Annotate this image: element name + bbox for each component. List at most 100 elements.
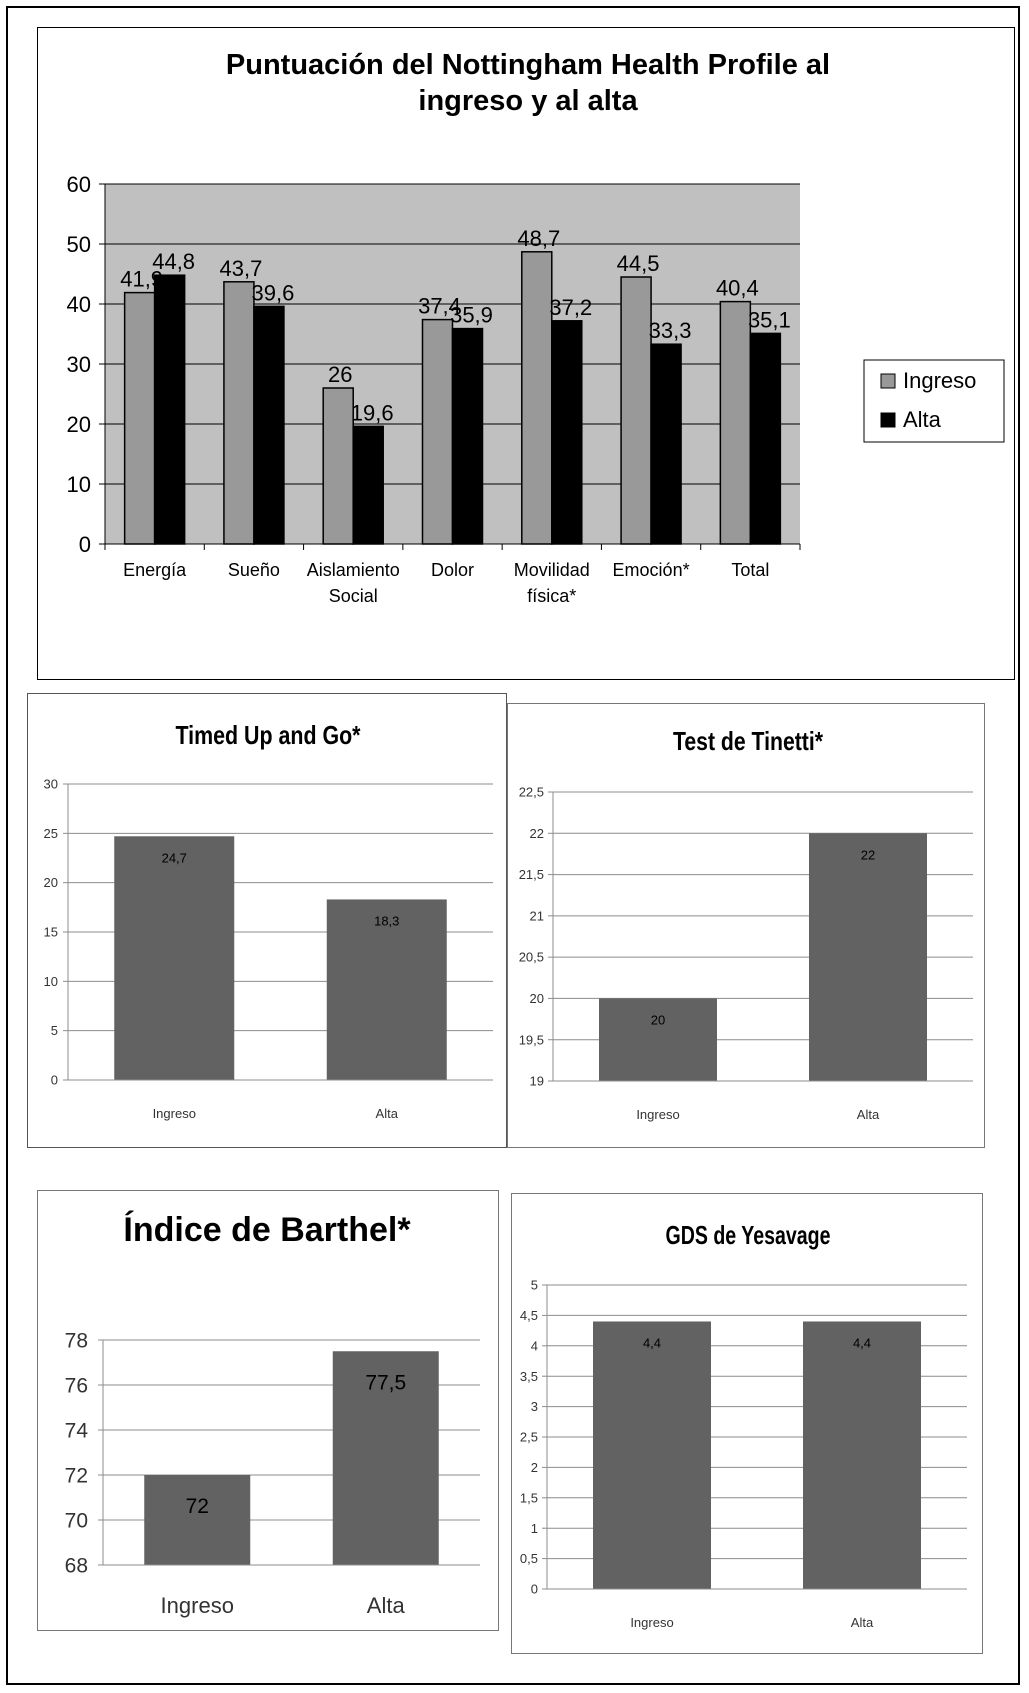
x-tick-label: Movilidad (514, 560, 590, 580)
data-label: 37,4 (418, 294, 461, 319)
bar-ingreso (421, 318, 454, 545)
nhp-chart: Puntuación del Nottingham Health Profile… (67, 49, 1005, 606)
y-tick-label: 5 (51, 1023, 58, 1038)
chart-title: Índice de Barthel* (123, 1211, 411, 1249)
figure-frame (6, 6, 1020, 1685)
bar (144, 1475, 251, 1565)
data-label: 4,4 (853, 1335, 871, 1350)
data-label: 35,1 (748, 307, 791, 332)
chart-title: Puntuación del Nottingham Health Profile… (226, 49, 830, 81)
bar-alta (451, 327, 484, 545)
x-tick-label: Alta (851, 1615, 874, 1630)
y-tick-label: 0 (79, 532, 91, 557)
y-tick-label: 19 (530, 1074, 544, 1089)
y-tick-label: 2 (531, 1460, 538, 1475)
data-label: 44,8 (152, 249, 195, 274)
bar (326, 899, 447, 1080)
chart-title: Timed Up and Go* (176, 720, 362, 750)
tinetti-chart: Test de Tinetti* 19 19,5 20 20,5 21 21,5 22 22,5… (519, 726, 973, 1122)
bar-alta (352, 425, 384, 545)
chart-title: GDS de Yesavage (666, 1220, 831, 1250)
y-tick-label: 78 (65, 1329, 88, 1352)
tug-chart: Timed Up and Go* 0 5 10 15 20 25 30 24,7 Ingreso 1… (44, 720, 493, 1121)
tinetti-chart-panel: Test de Tinetti* 19 19,5 20 20,5 21 21,5 22 22,5… (507, 703, 985, 1148)
data-label: 43,7 (220, 256, 263, 281)
x-tick-label: Ingreso (636, 1107, 679, 1122)
bar (593, 1321, 711, 1589)
barthel-chart-panel: Índice de Barthel* 68 70 72 74 76 78 72 Ingreso 7… (37, 1190, 499, 1631)
x-tick-label: Ingreso (153, 1106, 196, 1121)
x-tick-label: Social (329, 586, 378, 606)
nhp-chart-panel: Puntuación del Nottingham Health Profile… (37, 27, 1015, 680)
y-tick-label: 40 (67, 292, 91, 317)
gds-chart: GDS de Yesavage 0 0,5 1 1,5 2 2,5 3 3,5 4 4,5 5 4,4 I… (520, 1220, 967, 1630)
data-label: 4,4 (643, 1335, 661, 1350)
x-tick-label: Alta (376, 1106, 399, 1121)
y-tick-label: 15 (44, 925, 58, 940)
y-tick-label: 0 (531, 1582, 538, 1597)
x-tick-label: Aislamiento (307, 560, 400, 580)
bar-ingreso (521, 251, 553, 545)
tug-chart-panel: Timed Up and Go* 0 5 10 15 20 25 30 24,7 Ingreso 1… (27, 693, 507, 1148)
x-tick-label: física* (527, 586, 576, 606)
data-label: 72 (186, 1495, 209, 1518)
y-tick-label: 19,5 (519, 1032, 544, 1047)
y-tick-label: 3,5 (520, 1369, 538, 1384)
y-tick-label: 3 (531, 1399, 538, 1414)
data-label: 20 (651, 1012, 665, 1027)
y-tick-label: 2,5 (520, 1430, 538, 1445)
y-tick-label: 0,5 (520, 1551, 538, 1566)
legend-label: Alta (903, 407, 942, 432)
bar-ingreso (223, 281, 255, 545)
bar-alta (749, 332, 782, 545)
data-label: 40,4 (716, 276, 759, 301)
bar-alta (153, 274, 186, 545)
bar-alta (551, 320, 583, 545)
y-tick-label: 10 (44, 974, 58, 989)
legend-label: Ingreso (903, 368, 976, 393)
bar-ingreso (719, 300, 752, 545)
y-tick-label: 70 (65, 1509, 88, 1532)
x-tick-label: Ingreso (630, 1615, 673, 1630)
chart-title: ingreso y al alta (418, 85, 638, 117)
x-tick-label: Alta (857, 1107, 880, 1122)
data-label: 44,5 (617, 251, 660, 276)
bar (114, 836, 235, 1080)
data-label: 24,7 (162, 850, 187, 865)
y-tick-label: 10 (67, 472, 91, 497)
y-tick-label: 30 (44, 777, 58, 792)
y-tick-label: 1 (531, 1521, 538, 1536)
x-tick-label: Dolor (431, 560, 474, 580)
y-tick-label: 4 (531, 1338, 538, 1353)
data-label: 35,9 (450, 303, 493, 328)
bar-ingreso (322, 387, 354, 545)
legend-swatch (880, 412, 896, 428)
y-tick-label: 1,5 (520, 1490, 538, 1505)
data-label: 22 (861, 847, 875, 862)
y-tick-label: 0 (51, 1073, 58, 1088)
bar (809, 833, 927, 1081)
data-label: 33,3 (649, 318, 692, 343)
data-label: 48,7 (517, 226, 560, 251)
x-tick-label: Alta (367, 1593, 406, 1618)
y-tick-label: 72 (65, 1464, 88, 1487)
y-tick-label: 5 (531, 1278, 538, 1293)
y-tick-label: 50 (67, 232, 91, 257)
data-label: 77,5 (365, 1371, 406, 1394)
y-tick-label: 4,5 (520, 1308, 538, 1323)
y-tick-label: 76 (65, 1374, 88, 1397)
y-tick-label: 25 (44, 826, 58, 841)
y-tick-label: 74 (65, 1419, 89, 1442)
data-label: 39,6 (252, 280, 295, 305)
gds-chart-panel: GDS de Yesavage 0 0,5 1 1,5 2 2,5 3 3,5 4 4,5 5 4,4 I… (511, 1193, 983, 1654)
y-tick-label: 20 (530, 991, 544, 1006)
data-label: 19,6 (351, 400, 394, 425)
y-tick-label: 21 (530, 908, 544, 923)
data-label: 18,3 (374, 913, 399, 928)
barthel-chart: Índice de Barthel* 68 70 72 74 76 78 72 Ingreso 7… (65, 1211, 480, 1618)
y-tick-label: 20 (44, 875, 58, 890)
legend-swatch (880, 373, 896, 389)
y-tick-label: 68 (65, 1554, 88, 1577)
bar-alta (650, 343, 682, 545)
x-tick-label: Energía (123, 560, 187, 580)
